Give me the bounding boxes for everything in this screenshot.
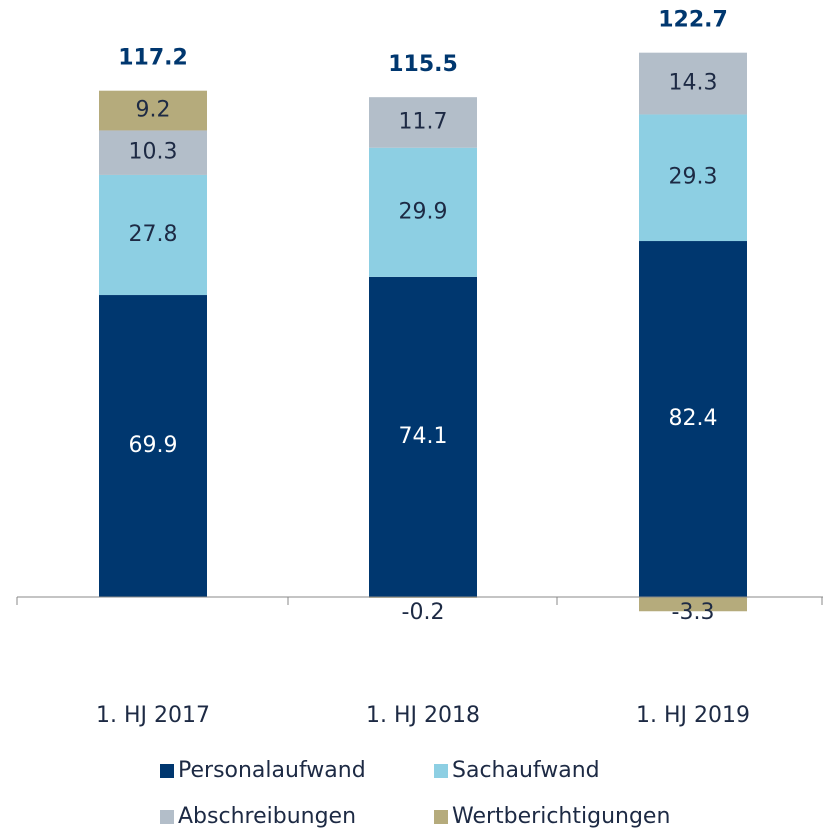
legend-label: Abschreibungen	[178, 804, 356, 829]
bar-segment	[99, 295, 207, 597]
x-tick-label: 1. HJ 2017	[96, 703, 210, 728]
data-label: 11.7	[399, 109, 448, 134]
data-label: 74.1	[399, 424, 448, 449]
legend-swatch	[160, 764, 174, 778]
bar-segment	[99, 174, 207, 296]
bar-segment	[639, 241, 747, 598]
legend-label: Personalaufwand	[178, 758, 366, 783]
bar-segment	[639, 114, 747, 242]
data-label: 82.4	[669, 406, 718, 431]
data-label: 9.2	[136, 98, 171, 123]
bar-segment	[369, 276, 477, 597]
legend-swatch	[434, 764, 448, 778]
data-label: 29.3	[669, 165, 718, 190]
bar-segment	[639, 52, 747, 115]
bar-segment	[99, 130, 207, 175]
legend-label: Wertberichtigungen	[452, 804, 670, 829]
total-label: 122.7	[658, 8, 728, 33]
legend-swatch	[160, 810, 174, 824]
legend-label: Sachaufwand	[452, 758, 600, 783]
bar-segment	[369, 97, 477, 148]
x-tick-label: 1. HJ 2019	[636, 703, 750, 728]
x-tick-label: 1. HJ 2018	[366, 703, 480, 728]
data-label: 29.9	[399, 199, 448, 224]
data-label: -0.2	[402, 600, 445, 625]
bar-segment	[639, 597, 747, 612]
data-label: 10.3	[129, 140, 178, 165]
legend-swatch	[434, 810, 448, 824]
bar-segment	[99, 90, 207, 131]
data-label: 14.3	[669, 71, 718, 96]
total-label: 117.2	[118, 46, 188, 71]
data-label: -3.3	[672, 600, 715, 625]
total-label: 115.5	[388, 52, 458, 77]
bar-segment	[369, 147, 477, 277]
data-label: 27.8	[129, 222, 178, 247]
data-label: 69.9	[129, 433, 178, 458]
